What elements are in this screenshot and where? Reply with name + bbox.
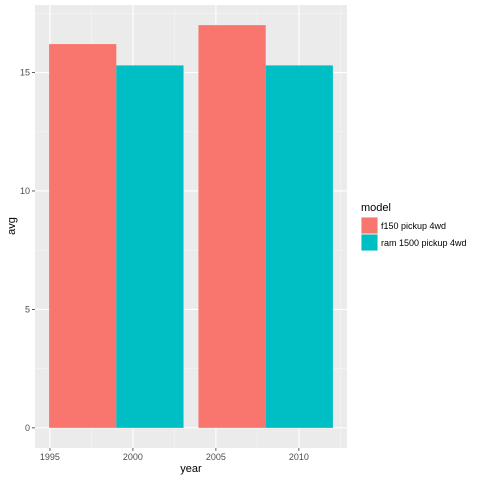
legend-title: model <box>361 202 391 214</box>
bar <box>49 44 117 428</box>
bar <box>116 65 184 428</box>
y-axis: 0 5 10 15 <box>20 68 35 433</box>
y-tick-label: 0 <box>25 423 30 433</box>
legend-label: ram 1500 pickup 4wd <box>381 238 467 248</box>
x-tick-label: 1995 <box>40 452 60 462</box>
x-axis-title: year <box>180 463 202 475</box>
y-tick-label: 15 <box>20 68 30 78</box>
y-axis-title: avg <box>6 217 18 235</box>
x-tick-label: 2010 <box>289 452 309 462</box>
x-tick-label: 2005 <box>206 452 226 462</box>
legend-key <box>361 234 378 251</box>
bar <box>198 25 266 428</box>
legend-key <box>361 217 378 234</box>
y-tick-label: 5 <box>25 304 30 314</box>
x-tick-label: 2000 <box>123 452 143 462</box>
legend: model f150 pickup 4wd ram 1500 pickup 4wd <box>361 202 467 251</box>
bar <box>265 65 333 428</box>
legend-label: f150 pickup 4wd <box>381 221 446 231</box>
y-tick-label: 10 <box>20 186 30 196</box>
x-axis: 1995 2000 2005 2010 <box>40 448 309 462</box>
bars <box>49 25 333 428</box>
